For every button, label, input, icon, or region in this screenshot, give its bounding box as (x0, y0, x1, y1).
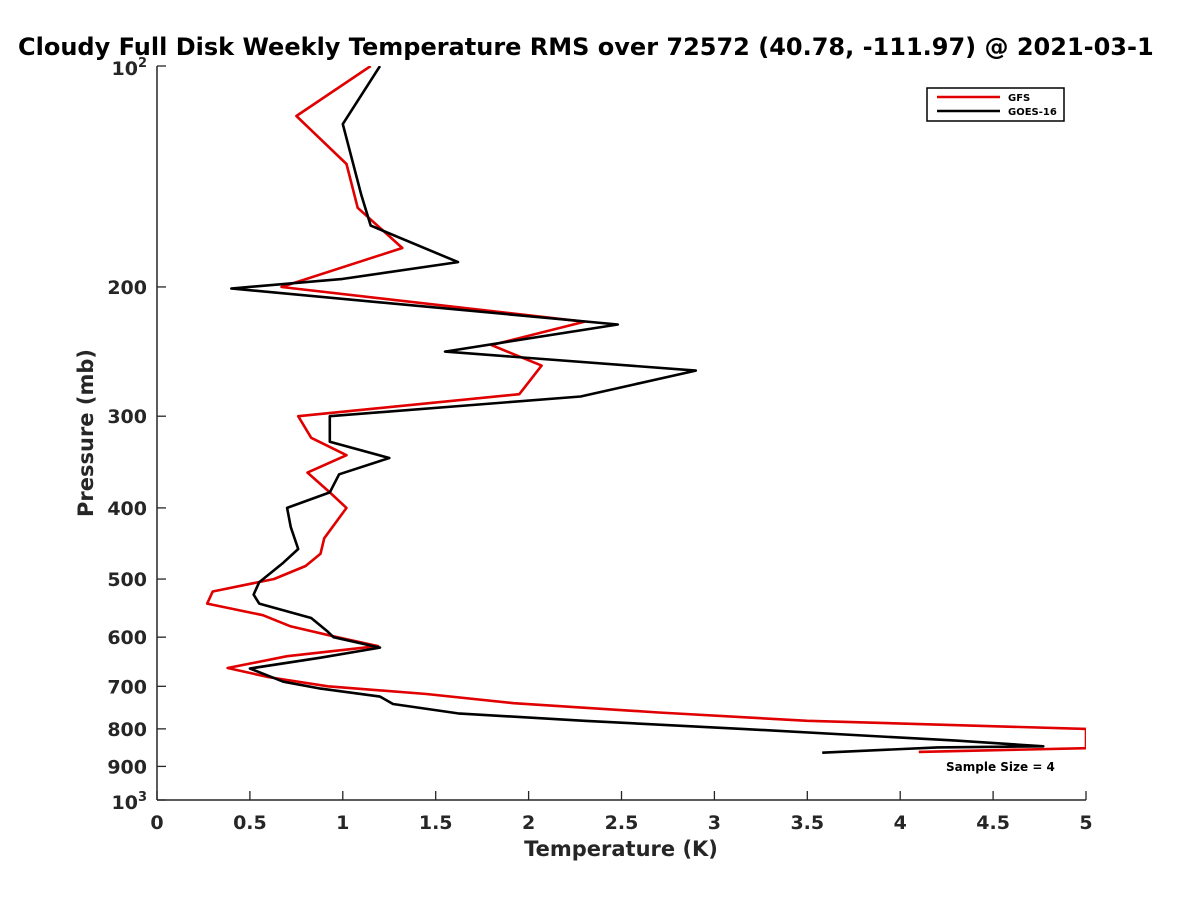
y-axis-label: Pressure (mb) (74, 349, 98, 517)
y-tick-base: 10 (112, 58, 138, 80)
legend: GFS GOES-16 (926, 87, 1065, 122)
series-layer (205, 66, 1086, 754)
sample-size-annotation: Sample Size = 4 (946, 760, 1055, 774)
x-tick-label: 2 (522, 812, 535, 834)
y-tick-label-power: 102 (112, 56, 148, 80)
y-tick-label: 800 (107, 719, 147, 741)
legend-label-goes-16: GOES-16 (1008, 107, 1057, 118)
x-tick-label: 3.5 (790, 812, 824, 834)
y-tick-label: 300 (107, 406, 147, 428)
x-tick-label: 2.5 (605, 812, 639, 834)
y-tick-label: 200 (107, 277, 147, 299)
legend-label-gfs: GFS (1008, 93, 1030, 104)
y-tick-label-power: 103 (112, 790, 148, 814)
y-tick-exponent: 3 (138, 790, 147, 805)
series-line-goes-16 (230, 66, 1045, 754)
chart-title: Cloudy Full Disk Weekly Temperature RMS … (18, 33, 1154, 61)
plot-area (157, 66, 1086, 800)
y-tick-label: 400 (107, 498, 147, 520)
y-tick-base: 10 (112, 792, 138, 814)
y-tick-label: 600 (107, 627, 147, 649)
x-tick-label: 3 (708, 812, 721, 834)
x-tick-label: 5 (1079, 812, 1092, 834)
y-tick-exponent: 2 (138, 56, 147, 71)
x-tick-label: 4 (894, 812, 907, 834)
legend-box (926, 87, 1065, 122)
x-axis-ticks: 0 0.5 1 1.5 2 2.5 3 3.5 4 4.5 5 (150, 791, 1093, 834)
y-tick-label: 700 (107, 676, 147, 698)
y-tick-label: 500 (107, 569, 147, 591)
x-tick-label: 4.5 (976, 812, 1010, 834)
x-axis-label: Temperature (K) (524, 837, 718, 861)
x-tick-label: 1 (336, 812, 349, 834)
x-tick-label: 0 (150, 812, 163, 834)
y-tick-label: 900 (107, 756, 147, 778)
x-tick-label: 0.5 (233, 812, 267, 834)
x-tick-label: 1.5 (419, 812, 453, 834)
